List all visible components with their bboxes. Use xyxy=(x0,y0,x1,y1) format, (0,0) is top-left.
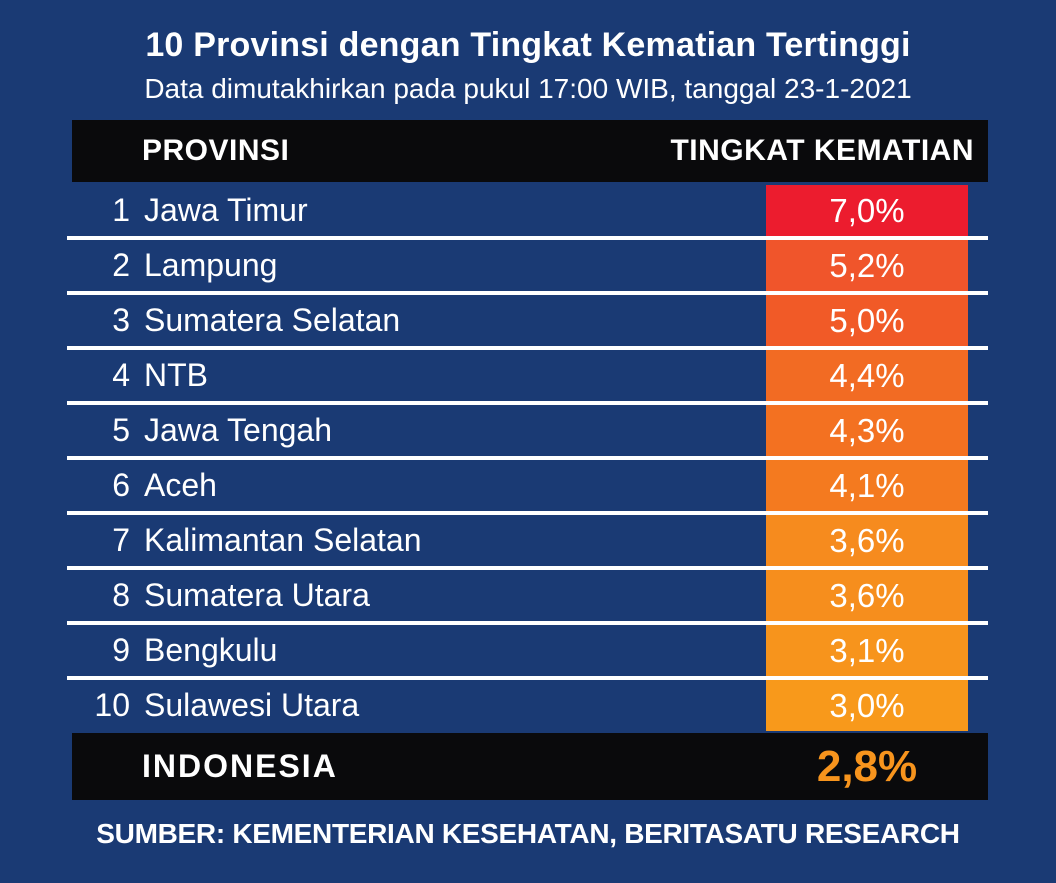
rank-label: 8 xyxy=(112,577,130,613)
rank-label: 3 xyxy=(112,302,130,338)
province-label: Jawa Tengah xyxy=(144,412,332,448)
table-row: 10 Sulawesi Utara 3,0% xyxy=(72,680,988,731)
table-row: 9 Bengkulu 3,1% xyxy=(72,625,988,676)
table-row: 7 Kalimantan Selatan 3,6% xyxy=(72,515,988,566)
rate-cell: 3,1% xyxy=(766,625,968,676)
province-label: NTB xyxy=(144,357,208,393)
rate-cell: 5,0% xyxy=(766,295,968,346)
table-body: 1 Jawa Timur 7,0% 2 Lampung 5,2% 3 Sumatera Sel… xyxy=(67,185,988,731)
rank-label: 6 xyxy=(112,467,130,503)
row-divider xyxy=(67,236,988,240)
table-footer: INDONESIA 2,8% xyxy=(72,733,988,800)
province-label: Lampung xyxy=(144,247,278,283)
update-timestamp: Data dimutakhirkan pada pukul 17:00 WIB,… xyxy=(144,73,912,104)
rank-label: 5 xyxy=(112,412,130,448)
rate-cell: 7,0% xyxy=(766,185,968,236)
page-title: 10 Provinsi dengan Tingkat Kematian Tert… xyxy=(145,26,911,64)
rank-label: 2 xyxy=(112,247,130,283)
rank-label: 9 xyxy=(112,632,130,668)
rate-cell: 4,1% xyxy=(766,460,968,511)
column-header-province: PROVINSI xyxy=(142,134,290,167)
rate-cell: 4,4% xyxy=(766,350,968,401)
province-label: Jawa Timur xyxy=(144,192,308,228)
row-divider xyxy=(67,676,988,680)
rate-cell: 4,3% xyxy=(766,405,968,456)
rank-label: 10 xyxy=(94,687,130,723)
source-attribution: SUMBER: KEMENTERIAN KESEHATAN, BERITASAT… xyxy=(96,818,960,849)
row-divider xyxy=(67,346,988,350)
province-label: Kalimantan Selatan xyxy=(144,522,422,558)
table-row: 1 Jawa Timur 7,0% xyxy=(72,185,988,236)
rate-cell: 3,0% xyxy=(766,680,968,731)
rate-cell: 3,6% xyxy=(766,570,968,621)
province-label: Sumatera Selatan xyxy=(144,302,401,338)
province-label: Sumatera Utara xyxy=(144,577,370,613)
table-row: 4 NTB 4,4% xyxy=(72,350,988,401)
row-divider xyxy=(67,511,988,515)
row-divider xyxy=(67,566,988,570)
rate-cell: 3,6% xyxy=(766,515,968,566)
table-row: 3 Sumatera Selatan 5,0% xyxy=(72,295,988,346)
table-row: 8 Sumatera Utara 3,6% xyxy=(72,570,988,621)
death-rate-table: PROVINSI TINGKAT KEMATIAN 1 Jawa Timur 7,0… xyxy=(67,120,988,800)
table-row: 5 Jawa Tengah 4,3% xyxy=(72,405,988,456)
province-label: Aceh xyxy=(144,467,217,503)
table-row: 6 Aceh 4,1% xyxy=(72,460,988,511)
province-label: Sulawesi Utara xyxy=(144,687,360,723)
table-header: PROVINSI TINGKAT KEMATIAN xyxy=(72,120,988,182)
rate-cell: 5,2% xyxy=(766,240,968,291)
row-divider xyxy=(67,291,988,295)
national-total-rate: 2,8% xyxy=(816,741,918,791)
rank-label: 1 xyxy=(112,192,130,228)
table-row: 2 Lampung 5,2% xyxy=(72,240,988,291)
row-divider xyxy=(67,621,988,625)
row-divider xyxy=(67,401,988,405)
province-label: Bengkulu xyxy=(144,632,278,668)
national-total-label: INDONESIA xyxy=(142,748,338,784)
rank-label: 7 xyxy=(112,522,130,558)
row-divider xyxy=(67,456,988,460)
rank-label: 4 xyxy=(112,357,130,393)
column-header-rate: TINGKAT KEMATIAN xyxy=(670,134,974,167)
